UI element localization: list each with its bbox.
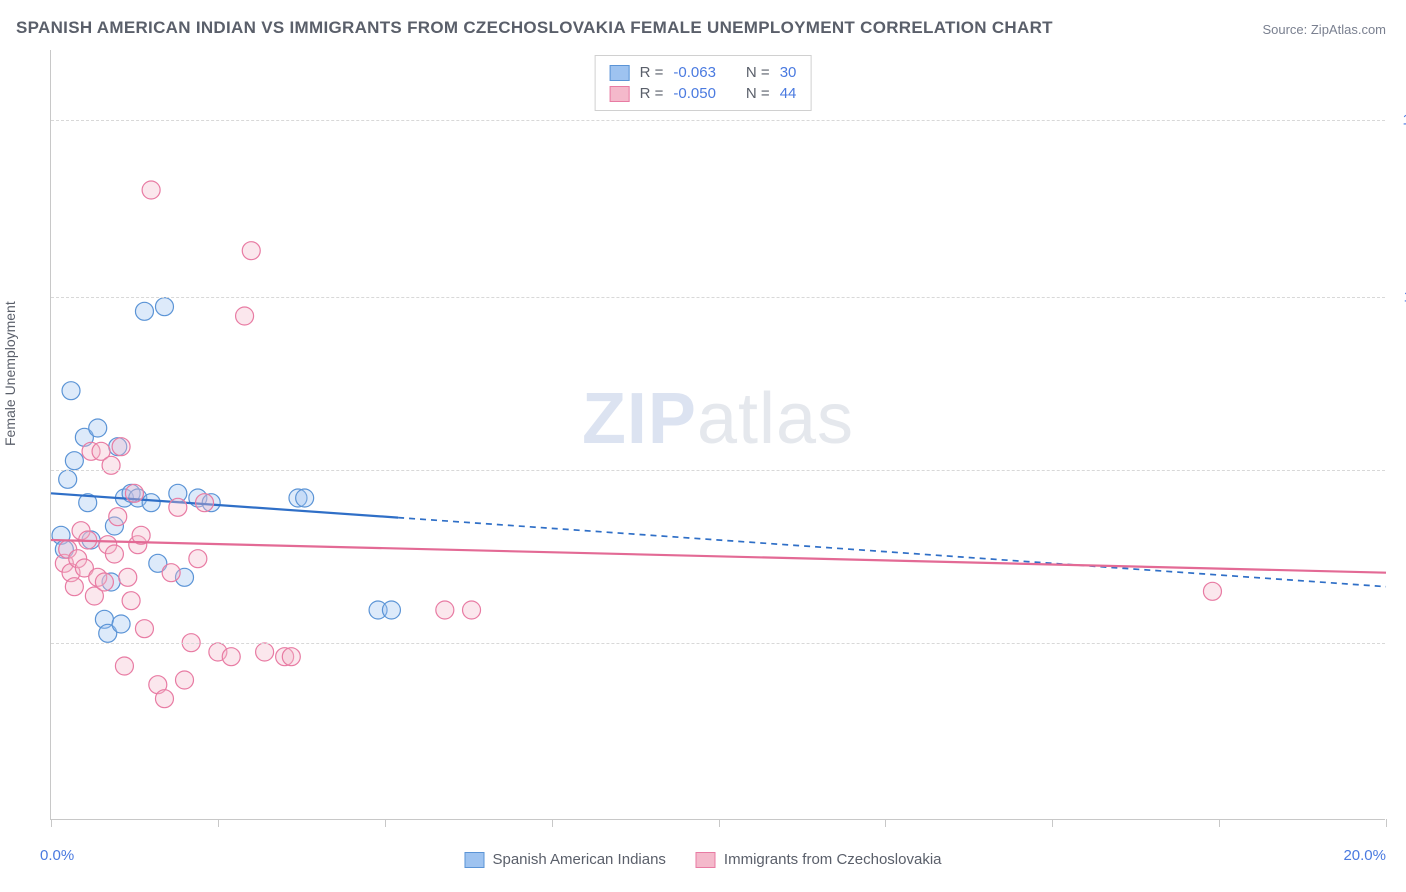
data-point xyxy=(176,671,194,689)
data-point xyxy=(62,382,80,400)
chart-title: SPANISH AMERICAN INDIAN VS IMMIGRANTS FR… xyxy=(16,18,1053,38)
gridline xyxy=(51,643,1385,644)
data-point xyxy=(125,484,143,502)
y-tick-label: 7.5% xyxy=(1390,462,1406,479)
y-tick-label: 15.0% xyxy=(1390,112,1406,129)
source-label: Source: ZipAtlas.com xyxy=(1262,22,1386,37)
data-point xyxy=(119,568,137,586)
data-point xyxy=(142,181,160,199)
x-tick xyxy=(552,819,553,827)
x-tick xyxy=(385,819,386,827)
x-tick xyxy=(1052,819,1053,827)
data-point xyxy=(169,498,187,516)
data-point xyxy=(282,648,300,666)
correlation-legend: R = -0.063 N = 30 R = -0.050 N = 44 xyxy=(595,55,812,111)
series-legend: Spanish American Indians Immigrants from … xyxy=(464,851,941,868)
data-point xyxy=(112,615,130,633)
legend-swatch xyxy=(610,65,630,81)
legend-swatch xyxy=(696,852,716,868)
y-tick-label: 11.2% xyxy=(1390,289,1406,306)
x-axis-min-label: 0.0% xyxy=(40,847,74,864)
data-point xyxy=(115,657,133,675)
legend-swatch xyxy=(610,86,630,102)
data-point xyxy=(105,545,123,563)
data-point xyxy=(112,438,130,456)
data-point xyxy=(296,489,314,507)
data-point xyxy=(155,690,173,708)
x-tick xyxy=(51,819,52,827)
legend-series-item: Immigrants from Czechoslovakia xyxy=(696,851,942,868)
x-tick xyxy=(1219,819,1220,827)
data-point xyxy=(95,573,113,591)
data-point xyxy=(162,564,180,582)
n-label: N = xyxy=(746,64,770,81)
data-point xyxy=(1203,582,1221,600)
gridline xyxy=(51,297,1385,298)
x-tick xyxy=(719,819,720,827)
data-point xyxy=(142,494,160,512)
trend-line-solid xyxy=(51,493,398,517)
data-point xyxy=(463,601,481,619)
data-point xyxy=(436,601,454,619)
y-axis-label: Female Unemployment xyxy=(2,301,18,446)
trend-line-solid xyxy=(51,540,1386,573)
r-label: R = xyxy=(640,64,664,81)
legend-stat-row: R = -0.063 N = 30 xyxy=(610,62,797,83)
data-point xyxy=(122,592,140,610)
plot-svg xyxy=(51,50,1385,819)
data-point xyxy=(155,298,173,316)
data-point xyxy=(89,419,107,437)
data-point xyxy=(222,648,240,666)
legend-swatch xyxy=(464,852,484,868)
x-tick xyxy=(1386,819,1387,827)
data-point xyxy=(135,302,153,320)
n-label: N = xyxy=(746,85,770,102)
gridline xyxy=(51,470,1385,471)
data-point xyxy=(102,456,120,474)
n-value: 44 xyxy=(780,85,797,102)
data-point xyxy=(135,620,153,638)
data-point xyxy=(109,508,127,526)
x-tick xyxy=(885,819,886,827)
data-point xyxy=(59,470,77,488)
y-tick-label: 3.8% xyxy=(1390,634,1406,651)
legend-series-label: Immigrants from Czechoslovakia xyxy=(724,851,942,868)
data-point xyxy=(236,307,254,325)
plot-area: ZIPatlas 3.8%7.5%11.2%15.0% xyxy=(50,50,1385,820)
legend-stat-row: R = -0.050 N = 44 xyxy=(610,83,797,104)
x-axis-max-label: 20.0% xyxy=(1343,847,1386,864)
data-point xyxy=(256,643,274,661)
data-point xyxy=(196,494,214,512)
n-value: 30 xyxy=(780,64,797,81)
data-point xyxy=(242,242,260,260)
gridline xyxy=(51,120,1385,121)
x-tick xyxy=(218,819,219,827)
r-label: R = xyxy=(640,85,664,102)
legend-series-label: Spanish American Indians xyxy=(492,851,665,868)
legend-series-item: Spanish American Indians xyxy=(464,851,665,868)
r-value: -0.063 xyxy=(673,64,716,81)
data-point xyxy=(65,452,83,470)
data-point xyxy=(382,601,400,619)
r-value: -0.050 xyxy=(673,85,716,102)
data-point xyxy=(65,578,83,596)
data-point xyxy=(189,550,207,568)
